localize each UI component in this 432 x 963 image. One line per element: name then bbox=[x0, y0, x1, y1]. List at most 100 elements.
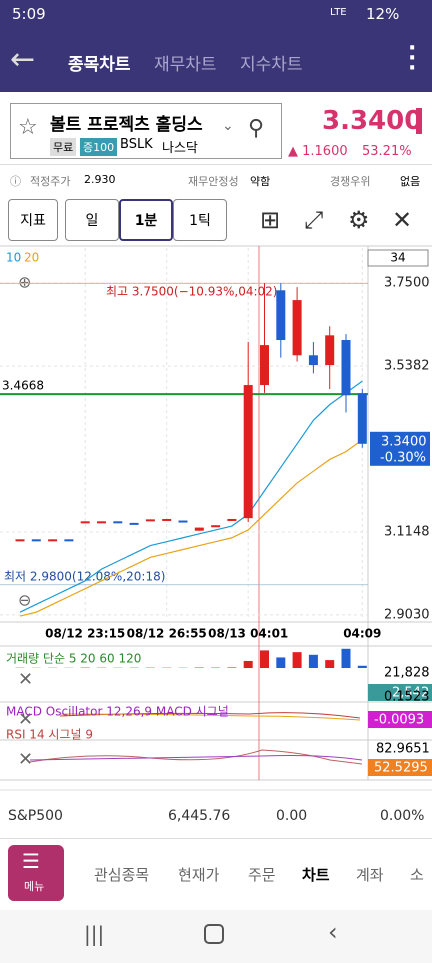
high-label: 최고 3.7500(−10.93%,04:02) bbox=[106, 285, 277, 299]
home[interactable] bbox=[204, 924, 224, 944]
volume-bar bbox=[308, 654, 318, 668]
menu-button[interactable] bbox=[8, 845, 64, 901]
toolbar-button[interactable]: 지표 bbox=[8, 199, 58, 241]
ma-line bbox=[19, 380, 363, 613]
candle-body bbox=[292, 300, 302, 356]
y-tick-label: 3.5382 bbox=[384, 359, 430, 374]
rsi-signal bbox=[29, 755, 363, 761]
last-price-box bbox=[370, 431, 430, 466]
close-panel[interactable]: ✕ bbox=[18, 749, 33, 770]
candle-body bbox=[129, 522, 139, 525]
tab[interactable]: 지수차트 bbox=[240, 55, 303, 75]
time: 5:09 bbox=[12, 5, 46, 23]
price-bar bbox=[416, 108, 422, 134]
search-box[interactable] bbox=[10, 103, 282, 159]
y-tick-label: 2.9030 bbox=[384, 607, 430, 622]
nav-item[interactable]: 계좌 bbox=[356, 866, 384, 884]
nav-item[interactable]: 차트 bbox=[302, 866, 330, 884]
rsi-last: 52.5295 bbox=[374, 761, 428, 776]
x-tick-label: 04:09 bbox=[343, 627, 381, 641]
candle-body bbox=[276, 290, 286, 341]
menu-label: 메뉴 bbox=[24, 880, 45, 893]
zoom-out[interactable]: ⊖ bbox=[18, 591, 31, 610]
dropdown[interactable]: ⌄ bbox=[222, 118, 234, 134]
change: ▲ 1.1600 bbox=[288, 144, 348, 159]
volume-bar bbox=[260, 650, 269, 668]
tab[interactable]: 종목차트 bbox=[68, 55, 131, 75]
panel-title: RSI 14 시그널 9 bbox=[6, 728, 93, 742]
volume-bar bbox=[325, 660, 335, 668]
tab[interactable]: 재무차트 bbox=[154, 55, 217, 75]
change-pct: 53.21% bbox=[362, 144, 412, 159]
legend-entry: 10 bbox=[6, 251, 21, 265]
back[interactable]: ‹ bbox=[328, 918, 338, 946]
panel-title: 거래량 단순 5 20 60 120 bbox=[6, 652, 141, 666]
nav-item[interactable]: 소 bbox=[410, 866, 424, 884]
toolbar-button[interactable]: 1틱 bbox=[173, 199, 227, 241]
chart: 34 ⊕ ⊖ ✕ ✕ ✕ 3.7500 3.5382 3.1148 2.9030 08/… bbox=[0, 245, 432, 791]
candle-body bbox=[15, 539, 25, 542]
candle-body bbox=[308, 355, 318, 366]
macd-signal bbox=[59, 713, 361, 721]
metric-value: 2.930 bbox=[84, 173, 116, 186]
index-change: 0.00 bbox=[276, 808, 308, 824]
y-tick-label: 3.7500 bbox=[384, 276, 430, 291]
header bbox=[0, 0, 432, 92]
rsi-line bbox=[29, 749, 363, 765]
volume-max: 21,828 bbox=[384, 666, 430, 681]
toolbar-button[interactable]: 1분 bbox=[119, 199, 173, 241]
candle-body bbox=[145, 519, 155, 522]
nav-item[interactable]: 관심종목 bbox=[94, 866, 150, 884]
nav-item[interactable]: 현재가 bbox=[178, 866, 220, 884]
ticker: BSLK bbox=[120, 137, 153, 152]
help-icon[interactable]: ⓘ bbox=[10, 175, 21, 188]
candle-body bbox=[357, 393, 367, 444]
close-panel[interactable]: ✕ bbox=[18, 669, 33, 690]
nav-item[interactable]: 주문 bbox=[248, 866, 276, 884]
back-button[interactable]: ← bbox=[10, 42, 36, 77]
volume-bar bbox=[227, 667, 237, 668]
macd-last-box bbox=[368, 711, 432, 728]
bars-count: 34 bbox=[390, 251, 405, 265]
recent-apps[interactable]: ||| bbox=[84, 922, 105, 946]
y-tick-label: 3.1148 bbox=[384, 524, 430, 539]
close-panel[interactable]: ✕ bbox=[18, 709, 33, 730]
candle-body bbox=[162, 518, 172, 521]
toolbar-button[interactable]: 일 bbox=[65, 199, 119, 241]
expand-icon[interactable]: ⤢ bbox=[304, 206, 324, 234]
candle-body bbox=[325, 335, 335, 366]
x-tick-label: 08/12 26:55 bbox=[127, 627, 207, 641]
index-value: 6,445.76 bbox=[168, 808, 231, 824]
settings-icon[interactable]: ⚙ bbox=[348, 206, 370, 234]
candle-body bbox=[31, 539, 41, 542]
market: 나스닥 bbox=[162, 141, 198, 156]
tag: 증100 bbox=[80, 138, 118, 156]
network: LTE bbox=[330, 7, 347, 18]
divider bbox=[0, 838, 432, 839]
more-menu[interactable]: · · · bbox=[408, 36, 417, 81]
candle-body bbox=[80, 521, 90, 524]
layout-icon[interactable]: ⊞ bbox=[260, 206, 281, 234]
search-icon[interactable]: ⚲ bbox=[248, 116, 265, 141]
low-label: 최저 2.9800(12.08%,20:18) bbox=[4, 569, 165, 583]
candle-body bbox=[341, 340, 351, 396]
tools-icon[interactable]: ✕ bbox=[392, 206, 413, 234]
panel-title: MACD Oscillator 12,26,9 MACD 시그널 bbox=[6, 705, 229, 719]
star[interactable]: ☆ bbox=[18, 115, 38, 140]
macd-top: 0.1523 bbox=[384, 690, 430, 705]
tag: 무료 bbox=[50, 138, 77, 156]
volume-bar bbox=[243, 660, 253, 668]
candle-body bbox=[227, 518, 237, 521]
metric-value: 약함 bbox=[250, 175, 271, 188]
metric-label: 경쟁우위 bbox=[330, 175, 371, 188]
candle-body bbox=[194, 527, 204, 531]
price: 3.3400 bbox=[322, 106, 423, 136]
index-change-pct: 0.00% bbox=[380, 808, 425, 824]
ma-line bbox=[19, 439, 363, 617]
battery: 12% bbox=[366, 5, 400, 23]
x-tick-label: 08/13 04:01 bbox=[208, 627, 288, 641]
candle-body bbox=[243, 385, 253, 519]
volume-bar bbox=[276, 657, 286, 668]
metric-value: 없음 bbox=[400, 175, 421, 188]
zoom-in[interactable]: ⊕ bbox=[18, 273, 31, 292]
